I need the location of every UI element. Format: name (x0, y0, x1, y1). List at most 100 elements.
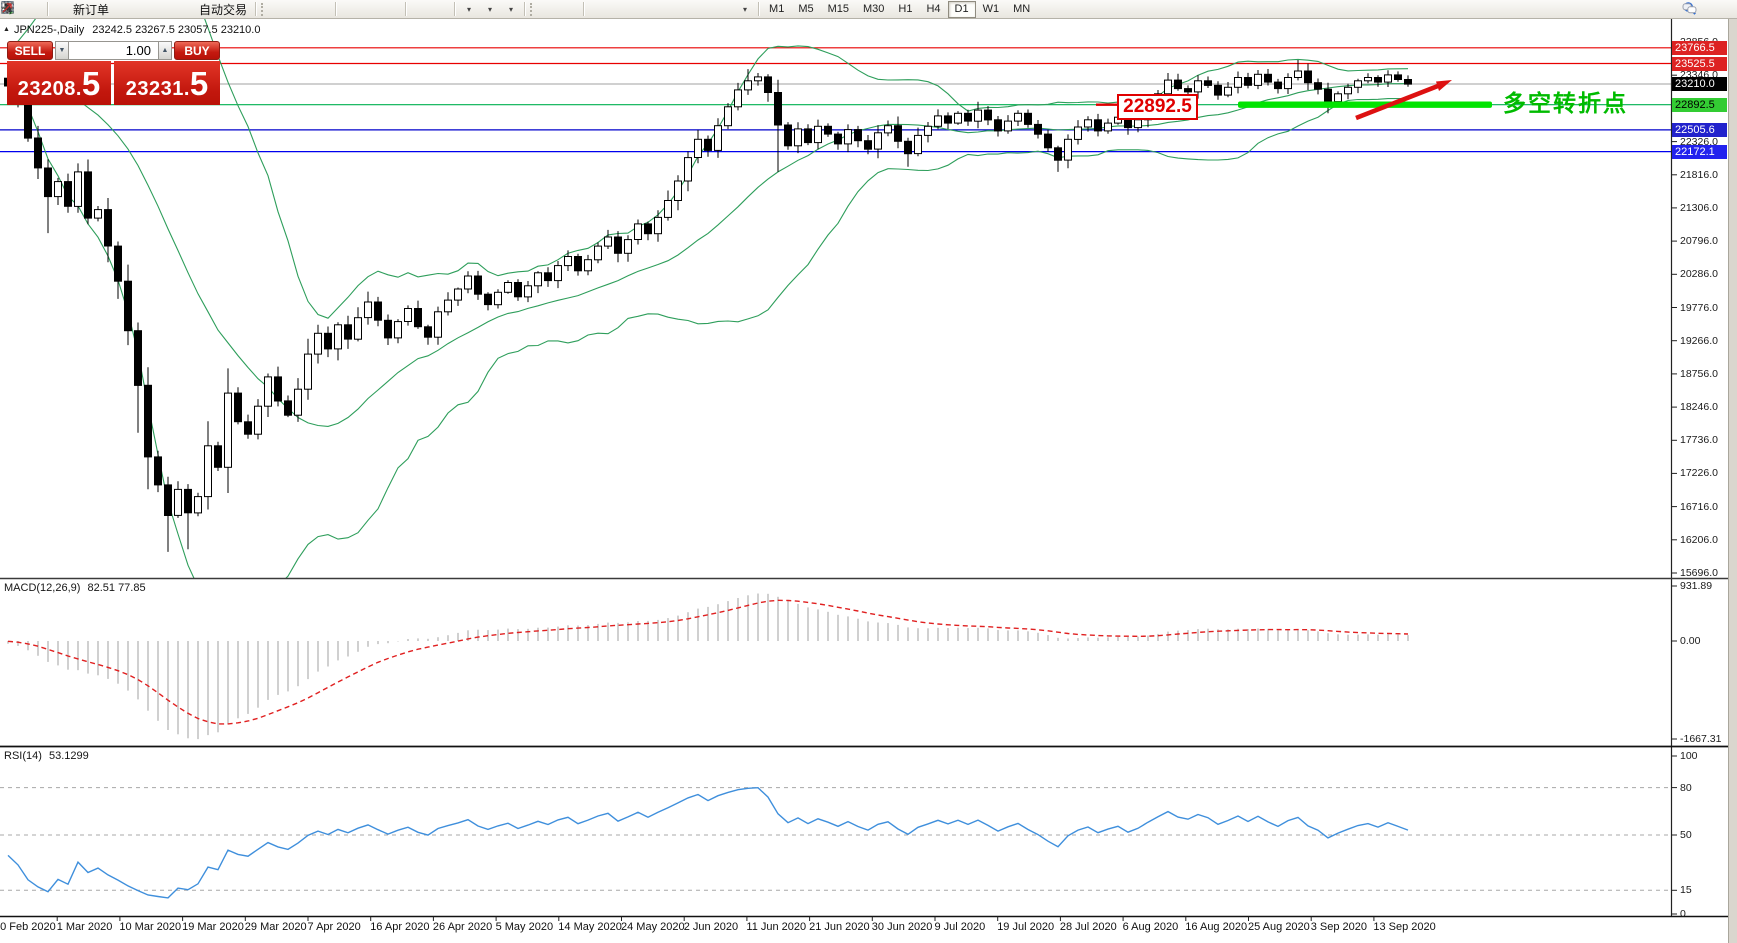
bar-chart-mode-button[interactable] (2, 0, 290, 19)
date-label: 1 Mar 2020 (56, 921, 113, 933)
line-chart-mode-button[interactable] (2, 0, 332, 19)
date-label: 14 May 2020 (558, 921, 622, 933)
timeframe-m30[interactable]: M30 (863, 3, 885, 15)
auto-scroll-button[interactable] (1, 0, 430, 19)
date-label: 2 Jun 2020 (683, 921, 739, 933)
tile-windows-button[interactable] (1, 0, 402, 19)
price-annotation-box[interactable]: 22892.5 (1117, 94, 1198, 120)
volume-input[interactable]: 1.00 (69, 41, 158, 60)
chart-shift-button[interactable] (1, 0, 451, 19)
timeframe-m15[interactable]: M15 (827, 3, 849, 15)
svg-text:A: A (4, 3, 12, 15)
date-label: 21 Jun 2020 (809, 921, 870, 933)
dropdown-caret-icon[interactable]: ▾ (509, 4, 514, 14)
price-level-label[interactable]: 22172.1 (1672, 144, 1727, 159)
sell-price-big-digit: 5 (81, 65, 101, 102)
terminal-button[interactable] (2, 0, 156, 19)
timeframe-w1[interactable]: W1 (982, 3, 1000, 15)
rsi-line (7, 786, 1409, 899)
dropdown-caret-icon[interactable]: ▾ (467, 4, 472, 14)
metaeditor-button[interactable] (2, 0, 135, 19)
date-label: 24 May 2020 (621, 921, 685, 933)
toolbar-grip (530, 2, 534, 16)
price-tick: 19776.0 (1680, 301, 1718, 314)
autotrading-button[interactable] (2, 0, 198, 19)
zoom-out-button[interactable] (2, 0, 381, 19)
date-label: 28 Jul 2020 (1059, 921, 1117, 933)
timeframe-mn[interactable]: MN (1013, 3, 1031, 15)
timeframe-h1[interactable]: H1 (898, 3, 913, 15)
toolbar-separator (255, 2, 257, 16)
price-level-label[interactable]: 23766.5 (1672, 40, 1727, 55)
data-window-button[interactable] (1, 0, 44, 19)
arrows-tool-button[interactable]: ▾ (2, 0, 755, 19)
date-label: 6 Aug 2020 (1122, 921, 1179, 933)
vertical-line-button[interactable] (6, 0, 608, 19)
bollinger-lower-band (7, 76, 1409, 578)
candlestick-mode-button[interactable] (2, 0, 311, 19)
buy-price-panel[interactable]: 23231. 5 (114, 61, 220, 105)
rsi-tick: 15 (1680, 884, 1692, 897)
chat-button[interactable] (1682, 1, 1724, 20)
price-level-label[interactable]: 23525.5 (1672, 56, 1727, 71)
periods-button[interactable]: ▾ (1, 0, 500, 19)
collapse-panel-icon[interactable]: ▲ (3, 26, 10, 33)
trend-line-button[interactable] (1, 0, 650, 19)
price-tick: 17736.0 (1680, 434, 1718, 447)
equidistant-channel-button[interactable]: E (1, 0, 671, 19)
toolbar-separator (583, 2, 585, 16)
price-tick: 20796.0 (1680, 235, 1718, 248)
sell-price: 23208. (17, 78, 82, 100)
timeframe-m5[interactable]: M5 (798, 3, 814, 15)
price-tick: 20286.0 (1680, 268, 1718, 281)
sell-button[interactable]: SELL (7, 41, 53, 60)
scrollbar[interactable] (1728, 0, 1737, 943)
price-level-label[interactable]: 22505.6 (1672, 122, 1727, 137)
sell-price-panel[interactable]: 23208. 5 (7, 61, 111, 105)
rsi-tick: 50 (1680, 829, 1692, 841)
support-highlight-line[interactable] (1238, 101, 1492, 108)
macd-indicator-label: MACD(12,26,9) 82.51 77.85 (4, 582, 146, 594)
volume-decrease-button[interactable]: ▼ (55, 41, 69, 60)
turning-point-label[interactable]: 多空转折点 (1503, 90, 1628, 117)
templates-button[interactable]: ▾ (1, 0, 521, 19)
new-order-button[interactable] (2, 0, 72, 19)
price-level-label[interactable]: 22892.5 (1672, 97, 1727, 112)
text-label-button[interactable]: T (1, 0, 734, 19)
signals-button[interactable] (1, 0, 177, 19)
date-label: 16 Aug 2020 (1185, 921, 1248, 933)
text-button[interactable]: A (4, 0, 713, 19)
bollinger-middle-band (7, 60, 1409, 427)
price-tick: 19266.0 (1680, 334, 1718, 347)
zoom-in-button[interactable] (2, 0, 360, 19)
buy-button[interactable]: BUY (174, 41, 220, 60)
macd-tick: 931.89 (1680, 580, 1713, 592)
timeframe-m1[interactable]: M1 (769, 3, 785, 15)
price-tick: 18756.0 (1680, 367, 1718, 380)
timeframe-h4[interactable]: H4 (926, 3, 941, 15)
price-tick: 21816.0 (1680, 168, 1718, 181)
toolbar-separator (405, 2, 407, 16)
timeframe-d1[interactable]: D1 (947, 0, 976, 18)
crosshair-button[interactable] (2, 0, 580, 19)
macd-tick: -1667.31 (1680, 733, 1722, 745)
toolbar-separator (524, 2, 526, 16)
date-label: 26 Apr 2020 (432, 921, 493, 933)
buy-price-big-digit: 5 (189, 65, 209, 102)
price-tick: 21306.0 (1680, 201, 1718, 214)
macd-values: 82.51 77.85 (87, 582, 146, 594)
date-label: 19 Mar 2020 (182, 921, 244, 933)
indicators-list-button[interactable]: ▾ (2, 0, 479, 19)
macd-name: MACD(12,26,9) (4, 582, 81, 594)
trend-arrow[interactable] (1355, 80, 1452, 121)
price-tick: 16716.0 (1680, 500, 1718, 513)
macd-pane (7, 593, 1409, 740)
dropdown-caret-icon[interactable]: ▾ (488, 4, 493, 14)
dropdown-caret-icon[interactable]: ▾ (743, 4, 748, 14)
cursor-button[interactable] (4, 0, 559, 19)
volume-increase-button[interactable]: ▲ (158, 41, 172, 60)
price-level-label[interactable]: 23210.0 (1672, 77, 1727, 92)
horizontal-line-button[interactable] (1, 0, 629, 19)
fibonacci-retracement-button[interactable]: F (1, 0, 692, 19)
